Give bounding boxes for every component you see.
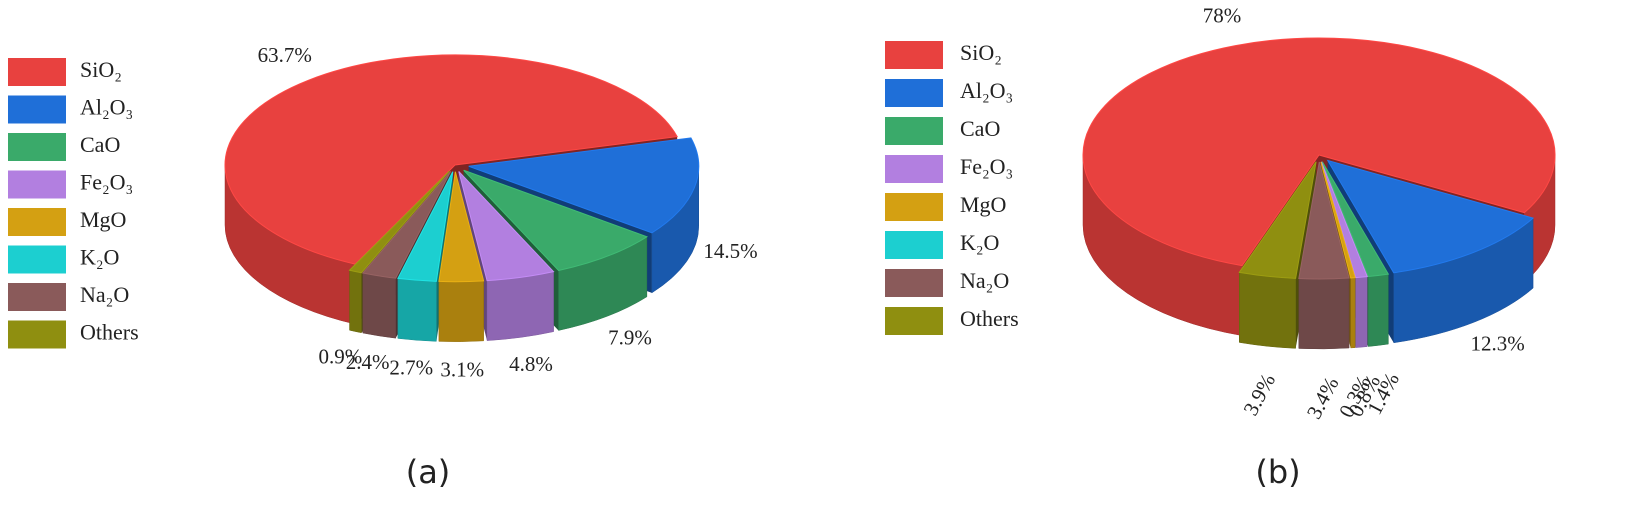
- legend-swatch: [885, 155, 943, 183]
- slice: [438, 171, 485, 342]
- legend-label: Na₂O: [960, 268, 1009, 293]
- slice-top: [1321, 161, 1390, 278]
- legend-label: CaO: [80, 132, 120, 157]
- slice-side: [397, 278, 437, 342]
- legend-label: SiO₂: [960, 40, 1002, 65]
- legend-swatch: [8, 320, 66, 349]
- slice-side: [438, 280, 484, 342]
- legend-swatch: [885, 193, 943, 221]
- legend-label: Na₂O: [80, 282, 129, 307]
- legend-swatch: [8, 283, 66, 311]
- value-label: 3.9%: [1238, 370, 1280, 420]
- pie: [224, 54, 700, 342]
- value-label: 7.9%: [608, 326, 652, 350]
- legend-swatch: [885, 41, 943, 69]
- slice-side: [362, 272, 396, 339]
- value-label: 0.9%: [319, 345, 363, 369]
- legend-label: Fe₂O₃: [80, 170, 133, 195]
- legend-label: K₂O: [80, 245, 119, 270]
- slice-top: [458, 171, 555, 282]
- slice-side: [349, 269, 362, 334]
- slice-side: [1367, 273, 1389, 347]
- legend-swatch: [8, 95, 66, 124]
- legend-label: K₂O: [960, 230, 999, 255]
- slice-top: [361, 171, 452, 279]
- slice-top: [1238, 161, 1317, 279]
- legend-label: SiO₂: [80, 57, 122, 82]
- legend-label: Al₂O₃: [80, 95, 133, 120]
- legend-label: CaO: [960, 116, 1000, 141]
- value-label: 63.7%: [258, 43, 312, 67]
- slice: [1298, 161, 1350, 350]
- slice-top: [224, 54, 678, 265]
- slice-top: [397, 171, 454, 282]
- legend-swatch: [885, 307, 943, 335]
- legend-swatch: [885, 79, 943, 107]
- legend-swatch: [885, 117, 943, 145]
- legend-label: MgO: [80, 207, 126, 232]
- legend-label: Fe₂O₃: [960, 154, 1013, 179]
- value-label: 12.3%: [1470, 332, 1524, 356]
- slice-top: [438, 171, 485, 283]
- legend-swatch: [885, 269, 943, 297]
- slice-top: [348, 170, 450, 274]
- slice-side: [1350, 277, 1356, 349]
- value-label: 2.7%: [389, 356, 433, 380]
- slice-top: [468, 137, 700, 234]
- slice-top: [463, 169, 649, 272]
- value-label: 3.4%: [1302, 373, 1344, 423]
- legend-label: Others: [960, 306, 1019, 331]
- legend-label: Others: [80, 320, 139, 345]
- value-label: 4.8%: [509, 352, 553, 376]
- value-label: 14.5%: [703, 239, 757, 263]
- legend-swatch: [8, 208, 66, 236]
- slice-side: [1239, 272, 1296, 349]
- slice-side: [1298, 277, 1350, 350]
- slice-top: [1326, 159, 1535, 274]
- pie: [1082, 37, 1556, 350]
- slice-top: [1298, 161, 1350, 280]
- legend-swatch: [8, 58, 66, 86]
- legend-swatch: [8, 245, 66, 274]
- slice-top: [1320, 161, 1356, 279]
- legend-swatch: [8, 133, 66, 161]
- caption: (a): [406, 453, 451, 491]
- legend-label: Al₂O₃: [960, 78, 1013, 103]
- legend-swatch: [8, 170, 66, 199]
- slice-side: [486, 271, 554, 341]
- value-label: 78%: [1203, 3, 1242, 27]
- slice-top: [1082, 37, 1556, 267]
- slice-side: [1355, 276, 1368, 348]
- value-label: 2.4%: [346, 350, 390, 374]
- caption: (b): [1255, 453, 1300, 491]
- legend-label: MgO: [960, 192, 1006, 217]
- value-label: 3.1%: [440, 357, 484, 381]
- legend-swatch: [885, 231, 943, 259]
